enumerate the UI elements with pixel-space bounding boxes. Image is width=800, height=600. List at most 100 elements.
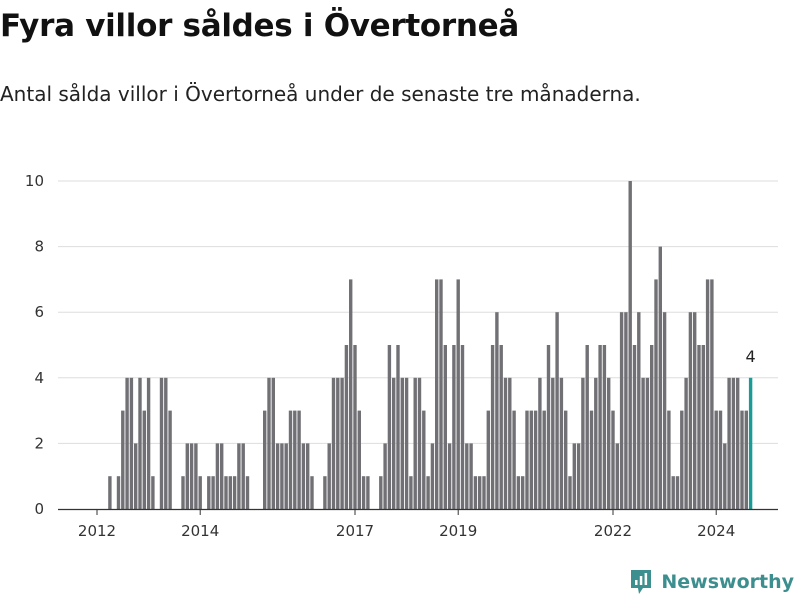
bar — [576, 443, 581, 509]
bar — [413, 377, 417, 509]
bar — [723, 443, 727, 509]
bar — [164, 377, 168, 509]
bar — [151, 476, 155, 509]
bar — [645, 377, 650, 509]
bar — [387, 345, 392, 509]
bar — [142, 410, 146, 509]
bar — [478, 476, 482, 509]
bar — [654, 279, 658, 509]
chart-subtitle: Antal sålda villor i Övertorneå under de… — [0, 82, 641, 106]
bar — [404, 377, 409, 509]
bar — [198, 476, 202, 509]
bar — [237, 443, 241, 509]
bar — [624, 312, 628, 509]
x-tick-label: 2017 — [336, 522, 374, 540]
bar — [400, 377, 404, 509]
bar — [486, 410, 490, 509]
bar — [710, 279, 714, 509]
bar — [512, 410, 516, 509]
bar — [650, 345, 654, 509]
bar — [546, 345, 551, 509]
bar — [194, 443, 198, 509]
y-tick-label: 8 — [34, 238, 44, 256]
bar — [482, 476, 486, 509]
bar — [422, 410, 426, 509]
bar — [658, 246, 662, 509]
bar — [460, 345, 465, 509]
bar — [168, 410, 172, 509]
y-tick-label: 0 — [34, 500, 44, 518]
bar — [129, 377, 134, 509]
bar — [697, 345, 701, 509]
bar — [340, 377, 344, 509]
bar — [241, 443, 245, 509]
bar — [589, 410, 594, 509]
bar — [632, 345, 637, 509]
bar — [232, 476, 237, 509]
bar — [116, 476, 121, 509]
bar — [379, 476, 383, 509]
bar — [473, 476, 478, 509]
bar — [572, 443, 576, 509]
bar — [361, 476, 366, 509]
bar — [727, 377, 731, 509]
x-tick-label: 2024 — [697, 522, 735, 540]
bar — [602, 345, 607, 509]
bar — [637, 312, 641, 509]
bar — [344, 345, 349, 509]
bar — [585, 345, 589, 509]
bar — [267, 377, 271, 509]
bar — [581, 377, 585, 509]
bar — [516, 476, 521, 509]
bar-latest — [748, 377, 753, 509]
y-tick-label: 2 — [34, 434, 44, 452]
bar — [392, 377, 396, 509]
bar — [435, 279, 439, 509]
bar — [409, 476, 413, 509]
bar — [185, 443, 189, 509]
x-tick-label: 2019 — [439, 522, 477, 540]
bar — [430, 443, 435, 509]
bar — [353, 345, 357, 509]
bar — [108, 476, 112, 509]
y-tick-label: 6 — [34, 303, 44, 321]
brand-name: Newsworthy — [661, 571, 794, 593]
bar — [327, 443, 331, 509]
bar — [688, 312, 693, 509]
axes: 0 2 4 6 8 10 4 2012 2014 2017 2019 2022 2024 — [25, 172, 778, 540]
bar — [714, 410, 718, 509]
bar — [731, 377, 736, 509]
bar — [121, 410, 125, 509]
bar — [705, 279, 710, 509]
bar — [211, 476, 215, 509]
bar — [159, 377, 164, 509]
bar — [288, 410, 293, 509]
bar — [551, 377, 555, 509]
bar — [447, 443, 452, 509]
bar — [215, 443, 220, 509]
bar — [310, 476, 314, 509]
bar — [469, 443, 473, 509]
bar — [349, 279, 353, 509]
bar — [662, 312, 667, 509]
bar — [146, 377, 151, 509]
bar — [564, 410, 568, 509]
bar — [417, 377, 422, 509]
bar — [452, 345, 456, 509]
bars — [108, 181, 753, 509]
bar — [525, 410, 529, 509]
bar — [263, 410, 267, 509]
bar — [598, 345, 602, 509]
bar — [189, 443, 194, 509]
bar-chart: 0 2 4 6 8 10 4 2012 2014 2017 2019 2022 2024 — [25, 172, 778, 540]
bar — [542, 410, 546, 509]
y-tick-label: 4 — [34, 369, 44, 387]
bar — [538, 377, 542, 509]
bar — [680, 410, 684, 509]
bar — [220, 443, 224, 509]
bar — [628, 181, 632, 509]
x-tick-label: 2022 — [594, 522, 632, 540]
x-tick-label: 2012 — [78, 522, 116, 540]
bar — [744, 410, 748, 509]
bar — [675, 476, 680, 509]
